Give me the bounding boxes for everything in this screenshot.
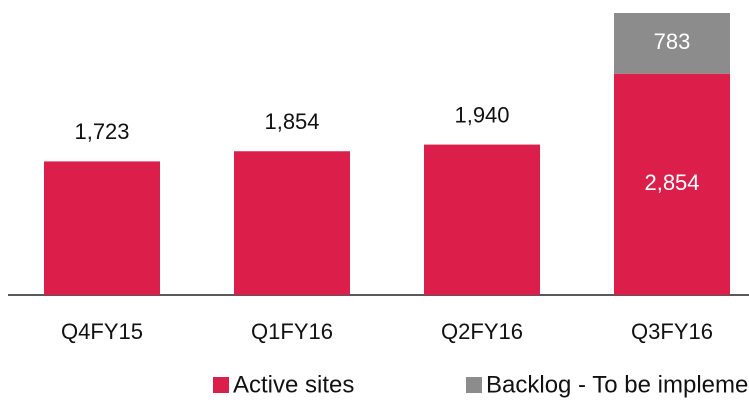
bar-segment	[234, 151, 350, 295]
legend-label: Backlog - To be implemented	[486, 371, 749, 398]
legend-label: Active sites	[233, 371, 354, 398]
value-label: 1,940	[454, 102, 509, 127]
legend-swatch	[213, 377, 229, 393]
bar-segment	[424, 144, 540, 295]
value-label: 1,723	[74, 119, 129, 144]
bar-segment	[44, 161, 160, 295]
x-tick-label: Q3FY16	[631, 319, 713, 344]
value-label: 2,854	[644, 170, 699, 195]
x-tick-label: Q2FY16	[441, 319, 523, 344]
value-label: 1,854	[264, 109, 319, 134]
value-label: 783	[654, 29, 691, 54]
bar-segment	[614, 73, 730, 295]
x-tick-label: Q4FY15	[61, 319, 143, 344]
x-tick-label: Q1FY16	[251, 319, 333, 344]
bar-segment	[614, 13, 730, 74]
legend-swatch	[466, 377, 482, 393]
